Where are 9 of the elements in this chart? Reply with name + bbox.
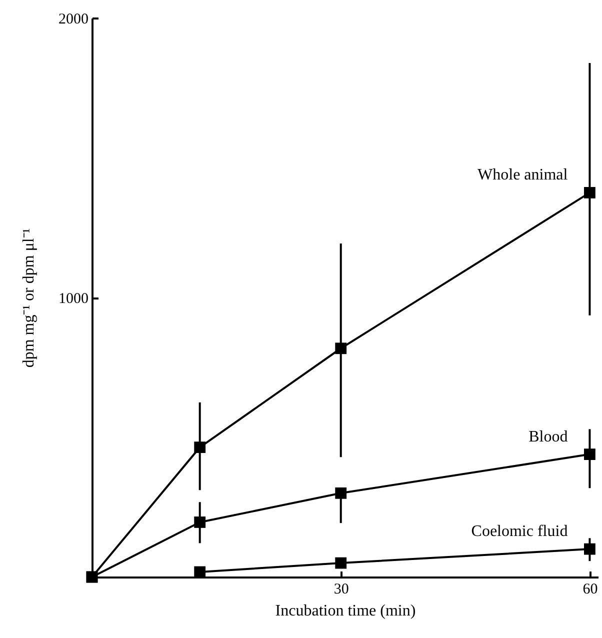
y-tick-label: 2000 <box>58 12 88 28</box>
x-axis-title: Incubation time (min) <box>275 602 416 620</box>
series-label: Whole animal <box>478 166 568 184</box>
x-tick-label: 30 <box>334 582 349 598</box>
x-tick-label: 60 <box>582 582 598 598</box>
y-tick-label: 1000 <box>58 291 88 307</box>
y-axis-title: dpm mg⁻¹ or dpm μl⁻¹ <box>20 228 38 368</box>
series-label: Coelomic fluid <box>471 523 568 540</box>
series-label: Blood <box>528 428 568 446</box>
